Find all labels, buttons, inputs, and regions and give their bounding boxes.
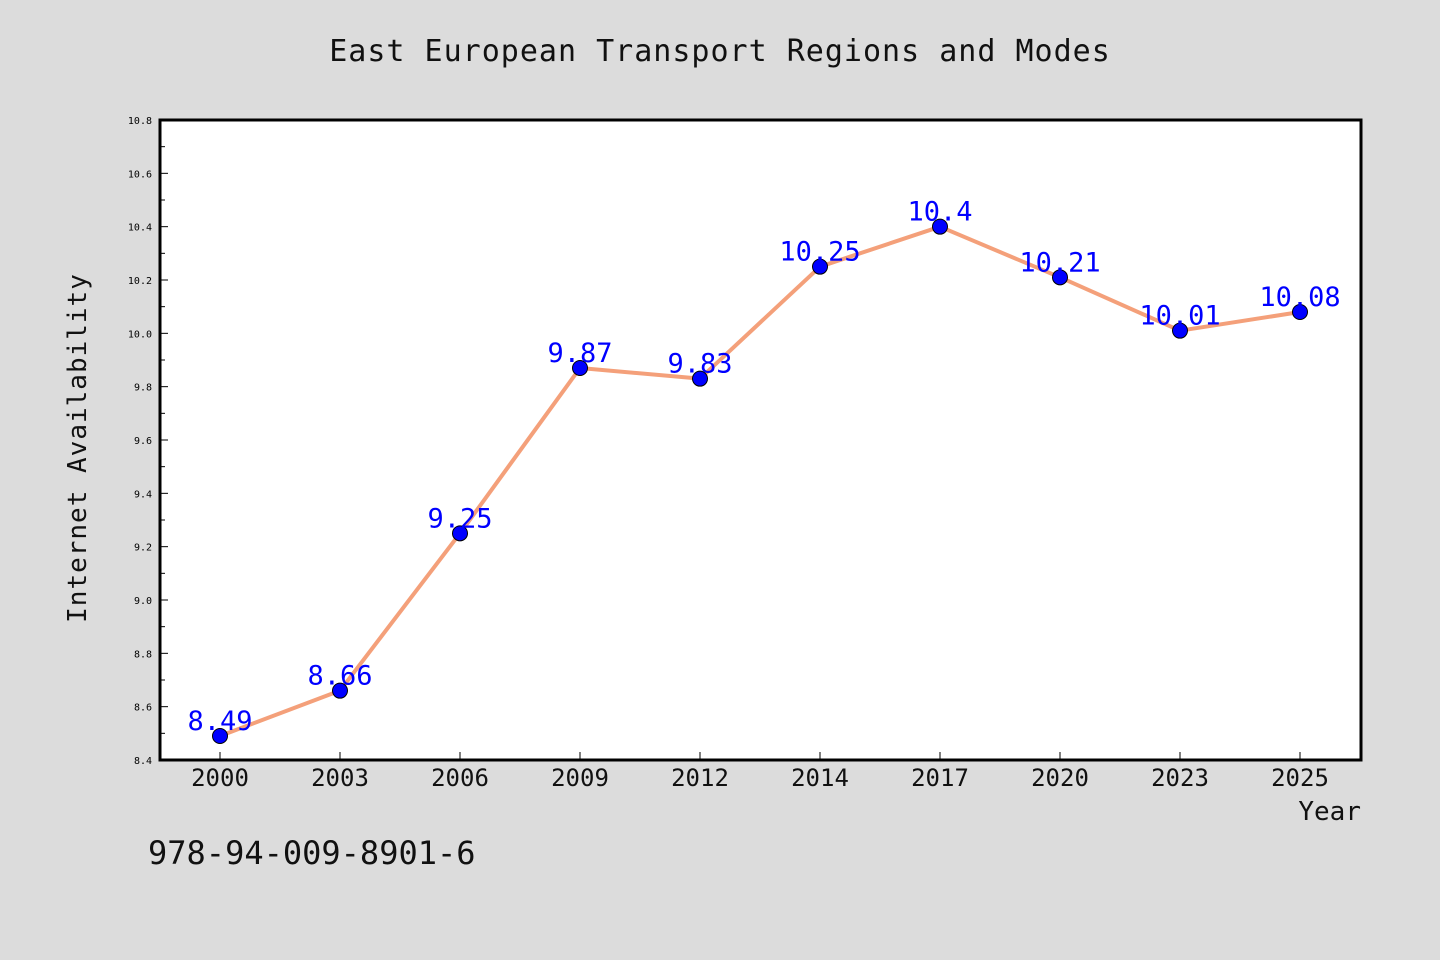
x-tick-label: 2000 bbox=[191, 764, 249, 792]
data-point bbox=[1052, 269, 1068, 286]
data-point bbox=[812, 258, 828, 275]
y-tick-label: 9.2 bbox=[134, 543, 152, 554]
x-tick-label: 2009 bbox=[551, 764, 609, 792]
data-labels: 8.49 8.66 9.25 9.87 9.83 10.25 10.4 10.21 10.01 1… bbox=[187, 197, 1340, 737]
x-tick-label: 2003 bbox=[311, 764, 369, 792]
x-tick-label: 2017 bbox=[911, 764, 969, 792]
x-tick-label: 2020 bbox=[1031, 764, 1089, 792]
y-tick-label: 10.4 bbox=[128, 223, 152, 234]
y-tick-label: 8.4 bbox=[134, 756, 152, 767]
data-label: 10.08 bbox=[1259, 282, 1340, 313]
data-label: 10.21 bbox=[1019, 247, 1100, 278]
data-label: 9.83 bbox=[667, 349, 732, 380]
y-axis-ticks: 8.4 8.6 8.8 9.0 9.2 9.4 9.6 9.8 10.0 10.2 10.4 10.6… bbox=[128, 116, 168, 767]
data-point bbox=[932, 218, 948, 235]
series-line bbox=[219, 224, 1301, 738]
x-tick-label: 2006 bbox=[431, 764, 489, 792]
x-tick-label: 2025 bbox=[1271, 764, 1329, 792]
x-axis-label: Year bbox=[1298, 797, 1361, 827]
x-tick-label: 2014 bbox=[791, 764, 849, 792]
x-tick-label: 2023 bbox=[1151, 764, 1209, 792]
y-tick-label: 9.4 bbox=[134, 489, 152, 500]
data-point bbox=[692, 370, 708, 387]
y-axis-label: Internet Availability bbox=[63, 273, 93, 623]
x-tick-label: 2012 bbox=[671, 764, 729, 792]
data-label: 8.66 bbox=[307, 661, 372, 692]
data-label: 10.01 bbox=[1139, 301, 1220, 332]
y-tick-label: 8.8 bbox=[134, 649, 152, 660]
y-tick-label: 10.0 bbox=[128, 329, 152, 340]
chart-title: East European Transport Regions and Mode… bbox=[329, 34, 1111, 69]
data-point bbox=[1292, 304, 1308, 320]
series-markers bbox=[212, 218, 1308, 744]
isbn-text: 978-94-009-8901-6 bbox=[148, 834, 476, 872]
data-point bbox=[212, 728, 228, 744]
plot-area bbox=[160, 120, 1361, 760]
y-tick-label: 10.8 bbox=[128, 116, 152, 127]
y-tick-label: 9.6 bbox=[134, 436, 152, 447]
data-label: 10.4 bbox=[907, 197, 972, 228]
data-point bbox=[572, 360, 588, 376]
y-tick-label: 9.8 bbox=[134, 383, 152, 394]
data-label: 9.25 bbox=[427, 503, 492, 534]
y-tick-label: 10.2 bbox=[128, 276, 152, 287]
data-label: 8.49 bbox=[187, 706, 252, 737]
data-point bbox=[332, 682, 348, 699]
x-axis-ticks: 2000 2003 2006 2009 2012 2014 2017 2020 2023 2025 bbox=[191, 752, 1329, 792]
y-tick-label: 9.0 bbox=[134, 596, 152, 607]
data-point bbox=[452, 525, 468, 542]
plot-frame bbox=[158, 118, 1363, 762]
data-point bbox=[1172, 322, 1188, 339]
y-tick-label: 10.6 bbox=[128, 169, 152, 180]
series-line-group bbox=[219, 224, 1301, 738]
data-label: 10.25 bbox=[779, 237, 860, 268]
y-tick-label: 8.6 bbox=[134, 703, 152, 714]
data-label: 9.87 bbox=[547, 338, 612, 369]
